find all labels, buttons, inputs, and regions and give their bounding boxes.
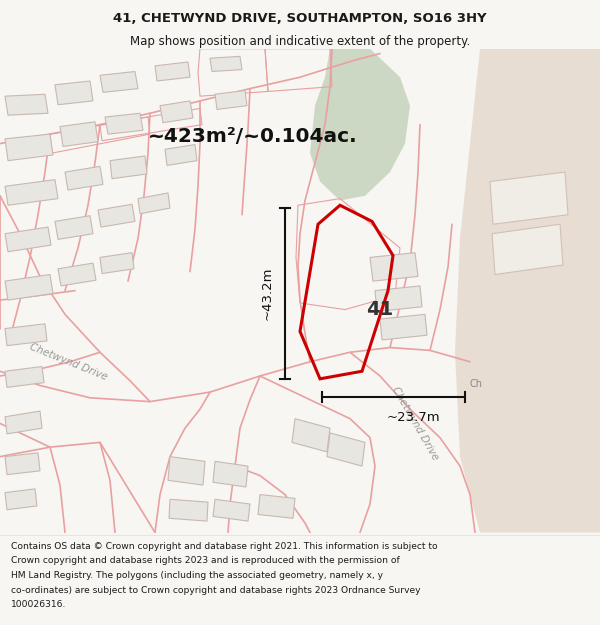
Polygon shape — [138, 193, 170, 214]
Text: Chetwynd Drive: Chetwynd Drive — [390, 385, 440, 462]
Polygon shape — [165, 144, 197, 166]
Polygon shape — [5, 411, 42, 434]
Text: ~43.2m: ~43.2m — [260, 267, 274, 320]
Polygon shape — [327, 433, 365, 466]
Polygon shape — [375, 286, 422, 311]
Polygon shape — [110, 156, 147, 179]
Polygon shape — [5, 134, 53, 161]
Text: Contains OS data © Crown copyright and database right 2021. This information is : Contains OS data © Crown copyright and d… — [11, 542, 437, 551]
Polygon shape — [55, 81, 93, 105]
Polygon shape — [100, 253, 134, 274]
Polygon shape — [5, 453, 40, 474]
Polygon shape — [60, 122, 98, 146]
Polygon shape — [5, 94, 48, 115]
Polygon shape — [155, 62, 190, 81]
Polygon shape — [213, 499, 250, 521]
Polygon shape — [105, 113, 143, 134]
Polygon shape — [5, 179, 58, 205]
Polygon shape — [58, 263, 96, 286]
Text: 41, CHETWYND DRIVE, SOUTHAMPTON, SO16 3HY: 41, CHETWYND DRIVE, SOUTHAMPTON, SO16 3H… — [113, 12, 487, 25]
Polygon shape — [292, 419, 330, 452]
Polygon shape — [5, 227, 51, 252]
Polygon shape — [169, 499, 208, 521]
Text: 100026316.: 100026316. — [11, 600, 66, 609]
Polygon shape — [55, 216, 93, 239]
Polygon shape — [380, 314, 427, 340]
Polygon shape — [258, 494, 295, 518]
Polygon shape — [5, 489, 37, 510]
Polygon shape — [215, 91, 247, 109]
Text: co-ordinates) are subject to Crown copyright and database rights 2023 Ordnance S: co-ordinates) are subject to Crown copyr… — [11, 586, 420, 594]
Polygon shape — [168, 457, 205, 485]
Text: 41: 41 — [367, 300, 394, 319]
Polygon shape — [210, 56, 242, 71]
Text: Crown copyright and database rights 2023 and is reproduced with the permission o: Crown copyright and database rights 2023… — [11, 556, 400, 566]
Polygon shape — [65, 166, 103, 190]
Polygon shape — [455, 49, 600, 532]
Polygon shape — [370, 253, 418, 281]
Polygon shape — [310, 49, 410, 201]
Text: ~423m²/~0.104ac.: ~423m²/~0.104ac. — [148, 126, 358, 146]
Polygon shape — [492, 224, 563, 274]
Text: ~23.7m: ~23.7m — [386, 411, 440, 424]
Polygon shape — [5, 324, 47, 346]
Text: Ch: Ch — [470, 379, 483, 389]
Polygon shape — [160, 101, 193, 122]
Polygon shape — [100, 71, 138, 92]
Polygon shape — [5, 366, 44, 388]
Text: HM Land Registry. The polygons (including the associated geometry, namely x, y: HM Land Registry. The polygons (includin… — [11, 571, 383, 580]
Polygon shape — [98, 204, 135, 227]
Text: Map shows position and indicative extent of the property.: Map shows position and indicative extent… — [130, 35, 470, 48]
Polygon shape — [5, 274, 53, 300]
Polygon shape — [213, 461, 248, 487]
Polygon shape — [490, 172, 568, 224]
Text: Chetwynd Drive: Chetwynd Drive — [28, 341, 109, 382]
